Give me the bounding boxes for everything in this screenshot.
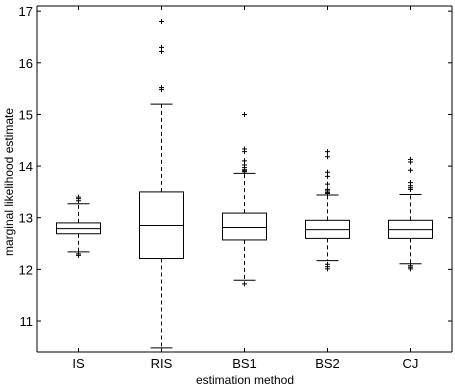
- outlier-bs1-0: [242, 111, 247, 117]
- y-tick-label: 15: [19, 107, 33, 122]
- axes: 11 12 13 14 15 16 17 IS RIS BS1 BS2 CJ: [19, 4, 453, 371]
- outlier-ris-0: [159, 18, 164, 24]
- outlier-bs2-0: [325, 149, 330, 155]
- outlier-cj-6: [408, 186, 413, 192]
- outlier-bs2-3: [325, 173, 330, 179]
- outlier-ris-2: [159, 48, 164, 54]
- outlier-ris-4: [159, 87, 164, 93]
- outlier-cj-1: [408, 159, 413, 165]
- x-tick-label: RIS: [151, 356, 173, 371]
- plot-area: [56, 18, 433, 349]
- x-axis-label: estimation method: [196, 373, 294, 387]
- y-tick-label: 17: [19, 4, 33, 19]
- outlier-is-2: [76, 194, 81, 200]
- box-bs1: [222, 212, 267, 241]
- outlier-bs2-8: [325, 190, 330, 196]
- y-tick-label: 16: [19, 56, 33, 71]
- outlier-is-4: [76, 252, 81, 258]
- outlier-cj-2: [408, 167, 413, 173]
- outlier-bs1-8: [242, 169, 247, 175]
- outlier-bs1-2: [242, 149, 247, 155]
- outlier-bs2-11: [325, 266, 330, 272]
- y-tick-label: 11: [20, 314, 34, 329]
- outlier-bs2-4: [325, 181, 330, 187]
- outlier-bs1-9: [242, 281, 247, 287]
- outlier-cj-9: [408, 266, 413, 272]
- x-tick-label: CJ: [403, 356, 419, 371]
- y-tick-label: 13: [19, 211, 33, 226]
- y-tick-label: 14: [19, 159, 33, 174]
- y-axis-label: marginal likelihood estimate: [2, 108, 16, 256]
- y-tick-label: 12: [19, 262, 33, 277]
- outlier-bs2-1: [325, 154, 330, 160]
- x-tick-label: BS2: [315, 356, 340, 371]
- x-tick-label: IS: [72, 356, 85, 371]
- x-tick-label: BS1: [232, 356, 257, 371]
